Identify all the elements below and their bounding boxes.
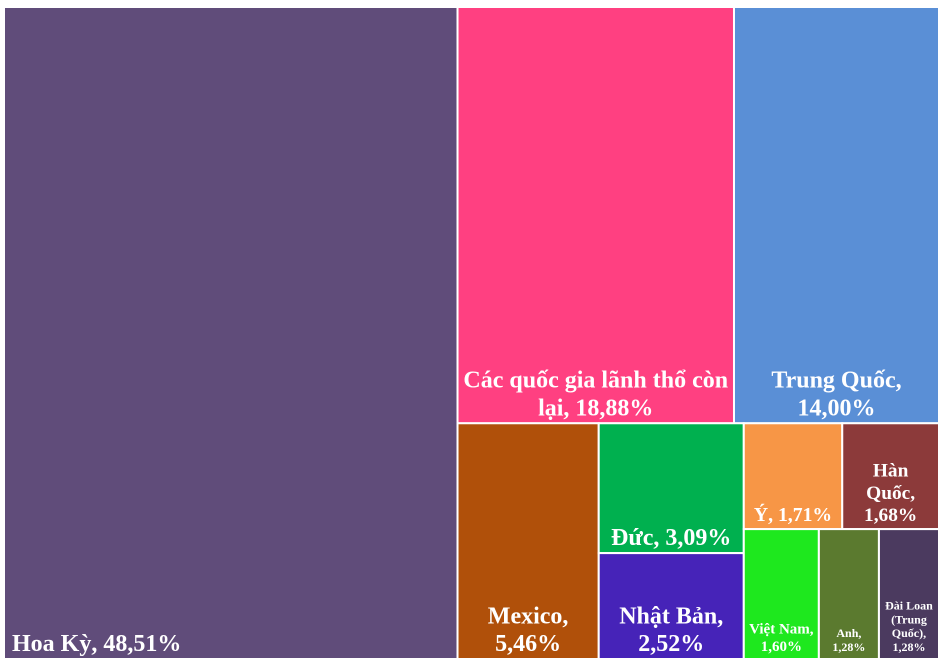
- tile-label: Đức, 3,09%: [611, 525, 731, 551]
- tile-label: Trung Quốc, 14,00%: [771, 368, 901, 422]
- tile-label: Nhật Bản, 2,52%: [619, 603, 723, 657]
- tile: [456, 422, 600, 659]
- tile: [3, 6, 459, 659]
- tile-label: Mexico, 5,46%: [488, 603, 569, 657]
- tile-label: Anh, 1,28%: [832, 626, 865, 654]
- tile-label: Việt Nam, 1,60%: [749, 622, 814, 655]
- tile: [732, 6, 941, 425]
- tile-label: Ý, 1,71%: [754, 504, 832, 526]
- tile-label: Các quốc gia lãnh thổ còn lại, 18,88%: [463, 368, 728, 422]
- tile-label: Hàn Quốc, 1,68%: [864, 461, 917, 527]
- tile: [456, 6, 735, 425]
- tile: [597, 422, 745, 555]
- tile: [877, 528, 940, 659]
- tile-label: Hoa Kỳ, 48,51%: [12, 631, 181, 657]
- tile: [841, 422, 940, 531]
- tile: [742, 422, 844, 531]
- tile-label: Đài Loan (Trung Quốc), 1,28%: [885, 599, 933, 654]
